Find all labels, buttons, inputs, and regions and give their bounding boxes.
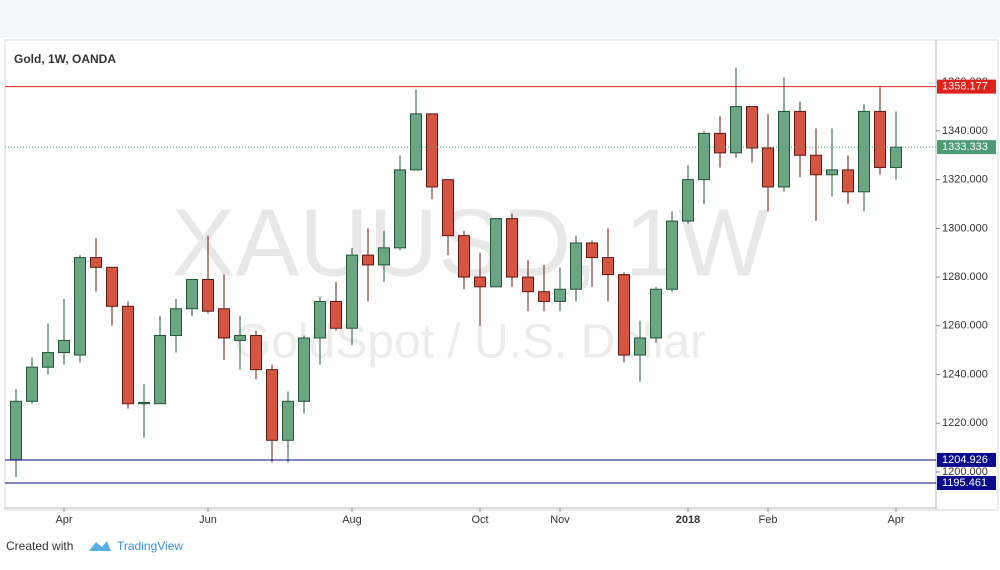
candle-body	[474, 276, 486, 288]
x-tick-label: Nov	[550, 514, 570, 526]
candle-body	[506, 218, 518, 278]
candle-body	[122, 305, 134, 405]
x-tick-label: Oct	[471, 514, 488, 526]
candle-body	[538, 291, 550, 302]
candle-body	[410, 113, 422, 171]
candle-body	[586, 242, 598, 259]
chart-title: Gold, 1W, OANDA	[14, 52, 116, 66]
watermark: XAUUSD, 1W	[171, 189, 769, 296]
candle-body	[314, 300, 326, 339]
candle-body	[234, 335, 246, 341]
y-tick-label: 1300.000	[942, 222, 988, 234]
candle-body	[138, 402, 150, 405]
candle-body	[634, 337, 646, 356]
footer-prefix: Created with	[6, 539, 73, 553]
candle-body	[442, 179, 454, 237]
candle-body	[554, 288, 566, 302]
candle-body	[826, 169, 838, 176]
y-tick-label: 1340.000	[942, 125, 988, 137]
candle-body	[74, 257, 86, 356]
candle-body	[762, 147, 774, 188]
price-label: 1204.926	[942, 454, 988, 466]
y-tick-label: 1220.000	[942, 417, 988, 429]
candle-body	[650, 288, 662, 339]
x-tick-label: Jun	[199, 514, 217, 526]
y-tick-label: 1240.000	[942, 368, 988, 380]
candle-body	[522, 276, 534, 293]
candle-body	[90, 257, 102, 268]
candle-body	[378, 247, 390, 266]
candle-body	[42, 352, 54, 368]
candle-body	[170, 308, 182, 337]
price-label: 1195.461	[942, 477, 987, 489]
candle-body	[570, 242, 582, 290]
candle-body	[330, 300, 342, 329]
x-tick-label: 2018	[676, 514, 700, 526]
candle-body	[746, 106, 758, 149]
candle-body	[714, 132, 726, 154]
candle-body	[810, 154, 822, 176]
price-label: 1333.333	[942, 141, 988, 153]
candle-body	[26, 366, 38, 402]
top-bar	[0, 0, 1000, 38]
candle-body	[250, 335, 262, 371]
candle-body	[602, 257, 614, 276]
candle-body	[426, 113, 438, 188]
candle-body	[154, 335, 166, 405]
candle-body	[10, 400, 22, 461]
candle-body	[874, 110, 886, 168]
candle-body	[698, 132, 710, 181]
x-tick-label: Apr	[887, 514, 904, 526]
candle-body	[282, 400, 294, 441]
candle-body	[218, 308, 230, 339]
candle-body	[186, 279, 198, 310]
candle-body	[58, 339, 70, 354]
candle-body	[346, 254, 358, 329]
price-label-box	[937, 452, 996, 467]
y-tick-label: 1260.000	[942, 320, 988, 332]
plot-area	[10, 67, 902, 477]
brand-logo	[89, 541, 111, 551]
price-label: 1358.177	[942, 81, 988, 93]
price-label-box	[937, 476, 996, 491]
y-tick-label: 1200.000	[942, 466, 988, 478]
candle-body	[618, 274, 630, 356]
candle-body	[842, 169, 854, 193]
candle-body	[362, 254, 374, 266]
y-tick-label: 1320.000	[942, 174, 988, 186]
x-tick-label: Apr	[55, 514, 72, 526]
price-label-box	[937, 140, 996, 155]
y-tick-label: 1280.000	[942, 271, 988, 283]
candle-body	[794, 110, 806, 156]
candle-body	[666, 220, 678, 290]
candle-body	[682, 179, 694, 222]
candle-body	[266, 369, 278, 441]
candle-body	[730, 106, 742, 154]
candle-body	[490, 218, 502, 288]
candle-body	[458, 235, 470, 278]
price-label-box	[937, 79, 996, 94]
x-tick-label: Aug	[342, 514, 362, 526]
candle-body	[778, 110, 790, 188]
x-tick-label: Feb	[759, 514, 778, 526]
candle-body	[298, 337, 310, 402]
candle-body	[858, 110, 870, 193]
candle-body	[106, 266, 118, 307]
candle-body	[890, 146, 902, 168]
candle-body	[202, 279, 214, 312]
candle-body	[394, 169, 406, 249]
footer-brand[interactable]: TradingView	[117, 539, 183, 553]
